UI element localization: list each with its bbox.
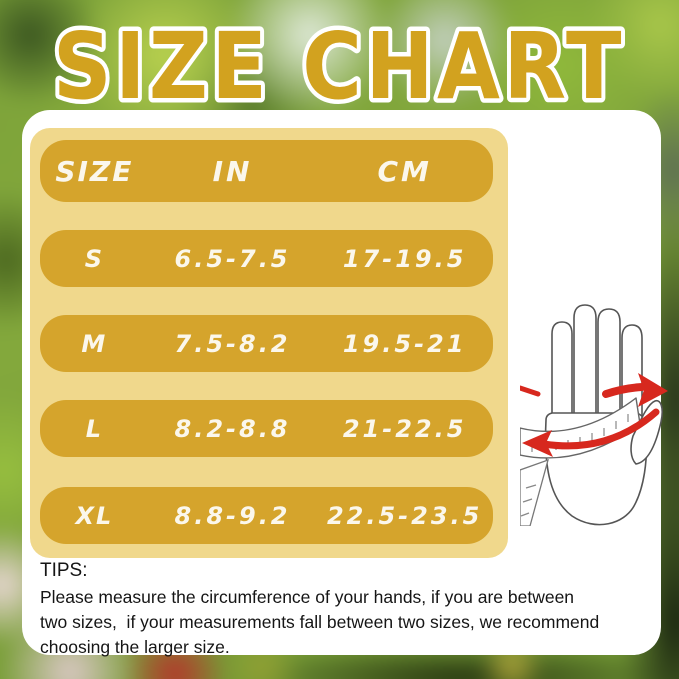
in-cell: 6.5-7.5 <box>174 244 291 273</box>
tips-text-line: choosing the larger size. <box>40 637 230 657</box>
size-cell: XL <box>75 501 114 530</box>
cm-cell: 21-22.5 <box>342 414 467 443</box>
column-header-in: IN <box>212 154 253 188</box>
cm-cell: 22.5-23.5 <box>326 501 483 530</box>
table-row: M 7.5-8.2 19.5-21 <box>40 315 493 372</box>
tape-tail-icon <box>520 458 549 526</box>
in-cell: 7.5-8.2 <box>174 329 291 358</box>
cm-cell: 17-19.5 <box>342 244 467 273</box>
table-row: L 8.2-8.8 21-22.5 <box>40 400 493 457</box>
tips-text-line: Please measure the circumference of your… <box>40 587 575 607</box>
tips-text-line: two sizes, if your measurements fall bet… <box>40 612 600 632</box>
size-cell: L <box>85 414 103 443</box>
hand-measuring-illustration <box>520 304 668 526</box>
table-header-row: SIZE IN CM <box>40 140 493 202</box>
size-cell: M <box>81 329 108 358</box>
cm-cell: 19.5-21 <box>342 329 467 358</box>
page-title: SIZE CHART <box>53 13 625 115</box>
tips-section: TIPS: Please measure the circumference o… <box>40 560 640 660</box>
column-header-size: SIZE <box>55 154 134 188</box>
in-cell: 8.8-9.2 <box>174 501 291 530</box>
wrap-direction-arrows-icon <box>520 373 668 457</box>
table-row: S 6.5-7.5 17-19.5 <box>40 230 493 287</box>
in-cell: 8.2-8.8 <box>174 414 291 443</box>
size-cell: S <box>84 244 104 273</box>
tips-heading: TIPS: <box>40 560 88 581</box>
column-header-cm: CM <box>377 154 432 188</box>
table-row: XL 8.8-9.2 22.5-23.5 <box>40 487 493 544</box>
page-title-art: SIZE CHART <box>49 10 626 115</box>
